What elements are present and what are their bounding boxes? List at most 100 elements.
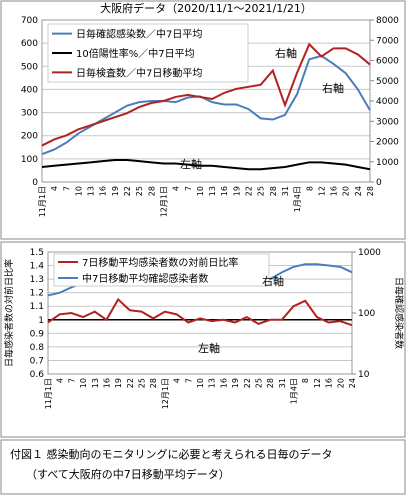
x-tick-label: 16 [102,378,111,388]
x-tick-label: 11月1日 [38,186,47,217]
y-tick-label: 500 [21,62,38,72]
y-tick-label: 0.7 [30,356,44,366]
y2-axis-label: 日毎確認感染者数 [393,277,405,349]
y2-tick-label: 8000 [376,16,399,26]
series-line [47,297,353,327]
x-tick-label: 8 [301,378,310,383]
x-tick-label: 10 [196,186,205,196]
x-tick-label: 12月1日 [161,378,170,409]
y-tick-label: 1 [38,316,44,326]
y-tick-label: 1.4 [30,262,45,272]
x-tick-label: 7 [67,378,76,383]
x-tick-label: 13 [87,186,96,196]
y-tick-label: 0.9 [30,329,45,339]
y-tick-label: 1.2 [30,289,44,299]
x-tick-label: 12月1日 [159,186,168,217]
caption: （すべて大阪府の中7日移動平均データ） [26,467,230,481]
x-tick-label: 12 [313,378,322,388]
x-tick-label: 22 [245,186,254,196]
y-tick-label: 700 [21,16,38,26]
x-tick-label: 31 [278,378,287,388]
caption: 付図１ 感染動向のモニタリングに必要と考えられる日毎のデータ [10,447,333,461]
x-tick-label: 4 [172,186,181,191]
annotation: 右軸 [262,274,284,288]
annotation: 左軸 [198,341,220,355]
y2-tick-label: 10 [358,370,370,380]
x-tick-label: 19 [231,378,240,388]
x-tick-label: 28 [147,186,156,196]
x-tick-label: 16 [99,186,108,196]
x-tick-label: 16 [330,186,339,196]
y-tick-label: 1.3 [30,275,44,285]
x-tick-label: 28 [269,186,278,196]
x-tick-label: 7 [184,378,193,383]
y2-tick-label: 6000 [376,57,399,67]
annotation: 右軸 [275,46,297,60]
y-tick-label: 300 [21,109,38,119]
x-tick-label: 20 [336,378,345,388]
x-tick-label: 7 [184,186,193,191]
x-tick-label: 12 [317,186,326,196]
x-tick-label: 13 [91,378,100,388]
y-tick-label: 600 [21,39,38,49]
legend-label: 10倍陽性率%／中7日平均 [76,47,195,60]
x-tick-label: 7 [62,186,71,191]
y2-tick-label: 7000 [376,36,399,46]
x-tick-label: 25 [135,186,144,196]
plot-area [41,19,371,183]
annotation: 左軸 [180,157,202,171]
legend-label: 7日移動平均感染者数の対前日比率 [82,256,238,269]
y2-tick-label: 100 [358,309,375,319]
chart-frame [0,0,406,240]
series-line [41,42,371,147]
x-tick-label: 13 [208,378,217,388]
y-tick-label: 100 [21,155,38,165]
y-tick-label: 1.1 [30,302,44,312]
x-tick-label: 22 [123,186,132,196]
legend-label: 中7日移動平均確認感染者数 [82,272,208,285]
x-tick-label: 4 [173,378,182,383]
x-tick-label: 25 [257,186,266,196]
chart-frame [0,241,406,438]
y-tick-label: 200 [21,132,38,142]
y-tick-label: 0 [32,178,38,188]
x-tick-label: 19 [232,186,241,196]
x-tick-label: 22 [126,378,135,388]
legend-label: 日毎確認感染数／中7日平均 [76,28,202,41]
x-tick-label: 16 [325,378,334,388]
y-tick-label: 0.8 [30,343,45,353]
x-tick-label: 4 [50,186,59,191]
y2-tick-label: 3000 [376,117,399,127]
x-tick-label: 16 [219,378,228,388]
y2-tick-label: 1000 [376,158,399,168]
x-tick-label: 22 [243,378,252,388]
x-tick-label: 28 [149,378,158,388]
caption-box [0,439,406,495]
y2-tick-label: 1000 [358,248,381,258]
y2-tick-label: 0 [376,178,382,188]
plot-area [47,251,353,375]
x-tick-label: 8 [305,186,314,191]
x-tick-label: 10 [74,186,83,196]
x-tick-label: 19 [111,186,120,196]
x-tick-label: 28 [366,186,375,196]
series-line [41,159,371,171]
y-tick-label: 400 [21,85,38,95]
x-tick-label: 24 [348,378,357,388]
x-tick-label: 16 [220,186,229,196]
x-tick-label: 13 [208,186,217,196]
x-tick-label: 31 [281,186,290,196]
x-tick-label: 19 [114,378,123,388]
legend-label: 日毎検査数／中7日移動平均 [76,66,202,79]
y2-tick-label: 4000 [376,97,399,107]
x-tick-label: 25 [254,378,263,388]
y-tick-label: 0.6 [30,370,45,380]
x-tick-label: 24 [354,186,363,196]
y-axis-label: 日毎感染者数の対前日比率 [3,259,15,367]
x-tick-label: 10 [196,378,205,388]
x-tick-label: 11月1日 [44,378,53,409]
x-tick-label: 4 [56,378,65,383]
x-tick-label: 25 [138,378,147,388]
